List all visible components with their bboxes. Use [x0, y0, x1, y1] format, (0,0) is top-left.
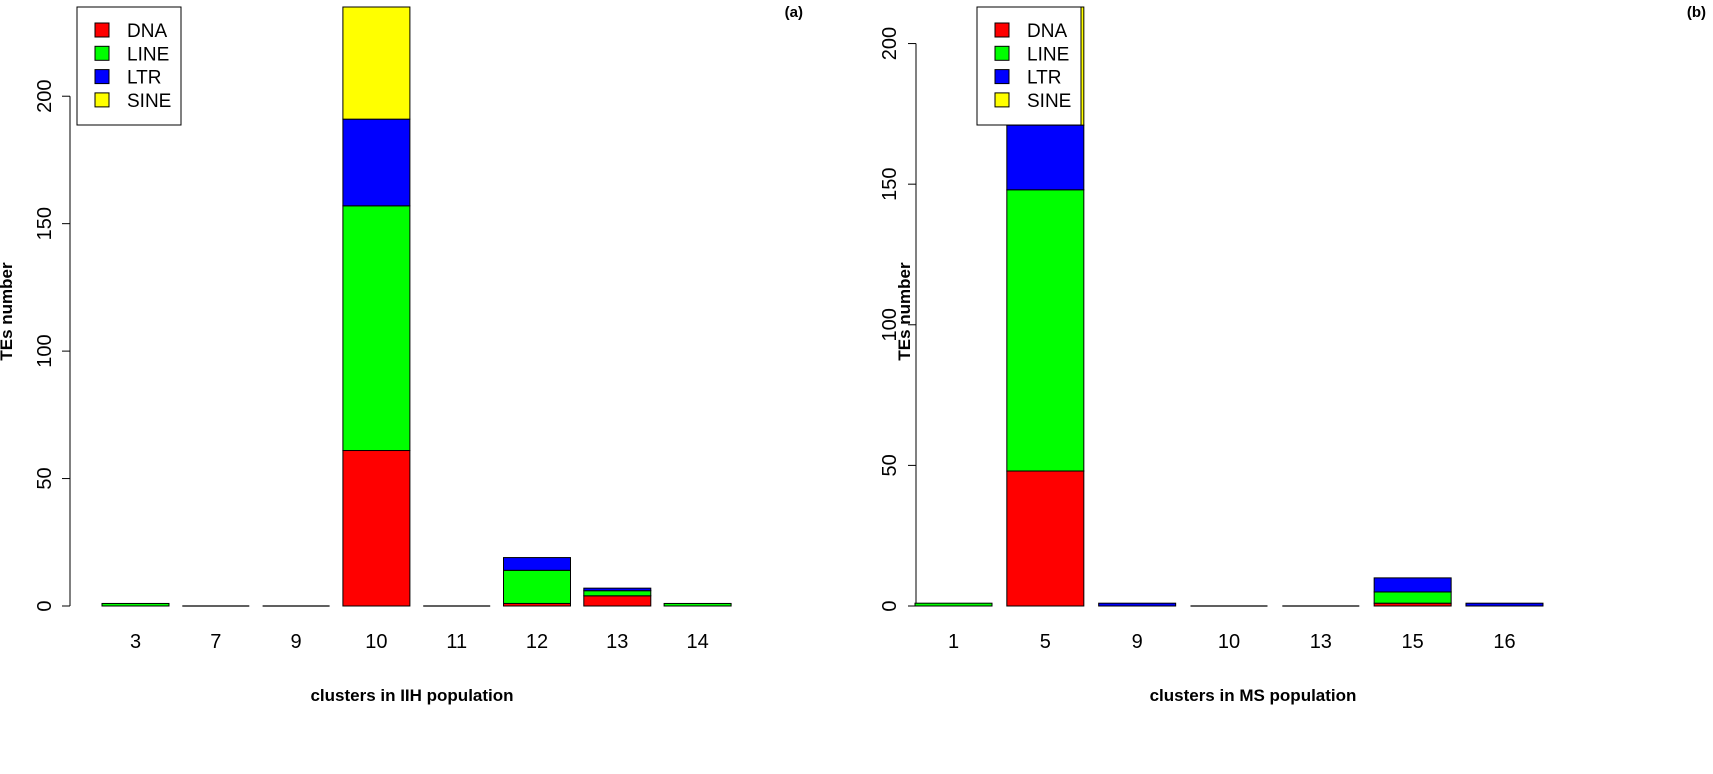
- panel-label: (b): [1687, 4, 1706, 21]
- y-tick-label: 100: [879, 308, 901, 341]
- bar-segment-dna-5: [1006, 470, 1085, 607]
- bar-segment-line-12: [503, 569, 571, 604]
- legend-label-line: LINE: [1027, 44, 1069, 65]
- y-axis-title: TEs number: [895, 262, 914, 361]
- y-tick-label: 150: [34, 207, 56, 240]
- legend-label-ltr: LTR: [127, 68, 161, 89]
- x-axis-title: clusters in MS population: [1150, 686, 1357, 705]
- y-axis-title: TEs number: [0, 262, 16, 361]
- legend-label-dna: DNA: [127, 21, 167, 42]
- x-tick-label: 1: [948, 631, 959, 653]
- x-tick-label: 13: [606, 631, 628, 653]
- bar-segment-line-10: [342, 205, 411, 452]
- bar-segment-sine-10: [342, 6, 411, 120]
- x-tick-label: 13: [1310, 631, 1332, 653]
- legend-box: [76, 6, 182, 126]
- legend-label-sine: SINE: [127, 91, 171, 112]
- legend-swatch-line: [94, 45, 110, 61]
- y-tick-label: 150: [879, 167, 901, 200]
- bar-segment-line-3: [101, 602, 170, 607]
- x-tick-label: 7: [210, 631, 221, 653]
- y-tick-label: 0: [879, 600, 901, 611]
- x-tick-label: 11: [446, 631, 467, 653]
- legend-label-line: LINE: [127, 44, 169, 65]
- legend-box: [976, 6, 1082, 126]
- legend-label-sine: SINE: [1027, 91, 1071, 112]
- legend-swatch-ltr: [94, 69, 110, 85]
- bar-segment-ltr-15: [1373, 577, 1452, 593]
- legend-swatch-sine: [94, 92, 110, 108]
- x-tick-label: 5: [1040, 631, 1051, 653]
- x-tick-label: 9: [1132, 631, 1143, 653]
- bar-segment-line-15: [1373, 591, 1452, 604]
- bar-segment-ltr-16: [1465, 602, 1544, 607]
- x-tick-label: 14: [686, 631, 708, 653]
- y-tick-label: 200: [34, 80, 56, 113]
- legend-swatch-line: [994, 45, 1010, 61]
- bar-segment-ltr-13: [583, 587, 652, 592]
- legend-label-dna: DNA: [1027, 21, 1067, 42]
- x-tick-label: 9: [291, 631, 302, 653]
- x-tick-label: 10: [1218, 631, 1240, 653]
- legend-swatch-dna: [994, 22, 1010, 38]
- bar-segment-ltr-5: [1006, 124, 1085, 191]
- y-tick-label: 0: [34, 600, 56, 611]
- legend-swatch-ltr: [994, 69, 1010, 85]
- x-tick-label: 15: [1402, 631, 1424, 653]
- bar-segment-ltr-9: [1098, 602, 1177, 607]
- x-tick-label: 10: [365, 631, 387, 653]
- x-axis-title: clusters in IIH population: [310, 686, 513, 705]
- y-tick-label: 50: [34, 467, 56, 489]
- bar-segment-dna-10: [342, 450, 411, 607]
- bar-segment-line-14: [663, 602, 732, 607]
- chart-panel-a: 0 50 100 150 200 TEs number 3 7 9 10 11 12 13 14 clust…: [0, 4, 803, 705]
- bar-segment-ltr-10: [342, 118, 411, 207]
- y-tick-label: 50: [879, 454, 901, 476]
- x-tick-label: 16: [1493, 631, 1515, 653]
- bar-segment-dna-13: [583, 595, 652, 607]
- x-tick-label: 3: [130, 631, 141, 653]
- bar-segment-line-1: [914, 602, 993, 607]
- legend-label-ltr: LTR: [1027, 68, 1061, 89]
- bar-segment-ltr-12: [503, 557, 571, 571]
- panel-label: (a): [785, 4, 803, 21]
- y-tick-label: 100: [34, 334, 56, 367]
- bar-segment-line-13: [583, 590, 652, 597]
- y-tick-label: 200: [879, 27, 901, 60]
- bar-segment-line-5: [1006, 189, 1085, 472]
- legend-swatch-dna: [94, 22, 110, 38]
- legend-swatch-sine: [994, 92, 1010, 108]
- x-tick-label: 12: [526, 631, 548, 653]
